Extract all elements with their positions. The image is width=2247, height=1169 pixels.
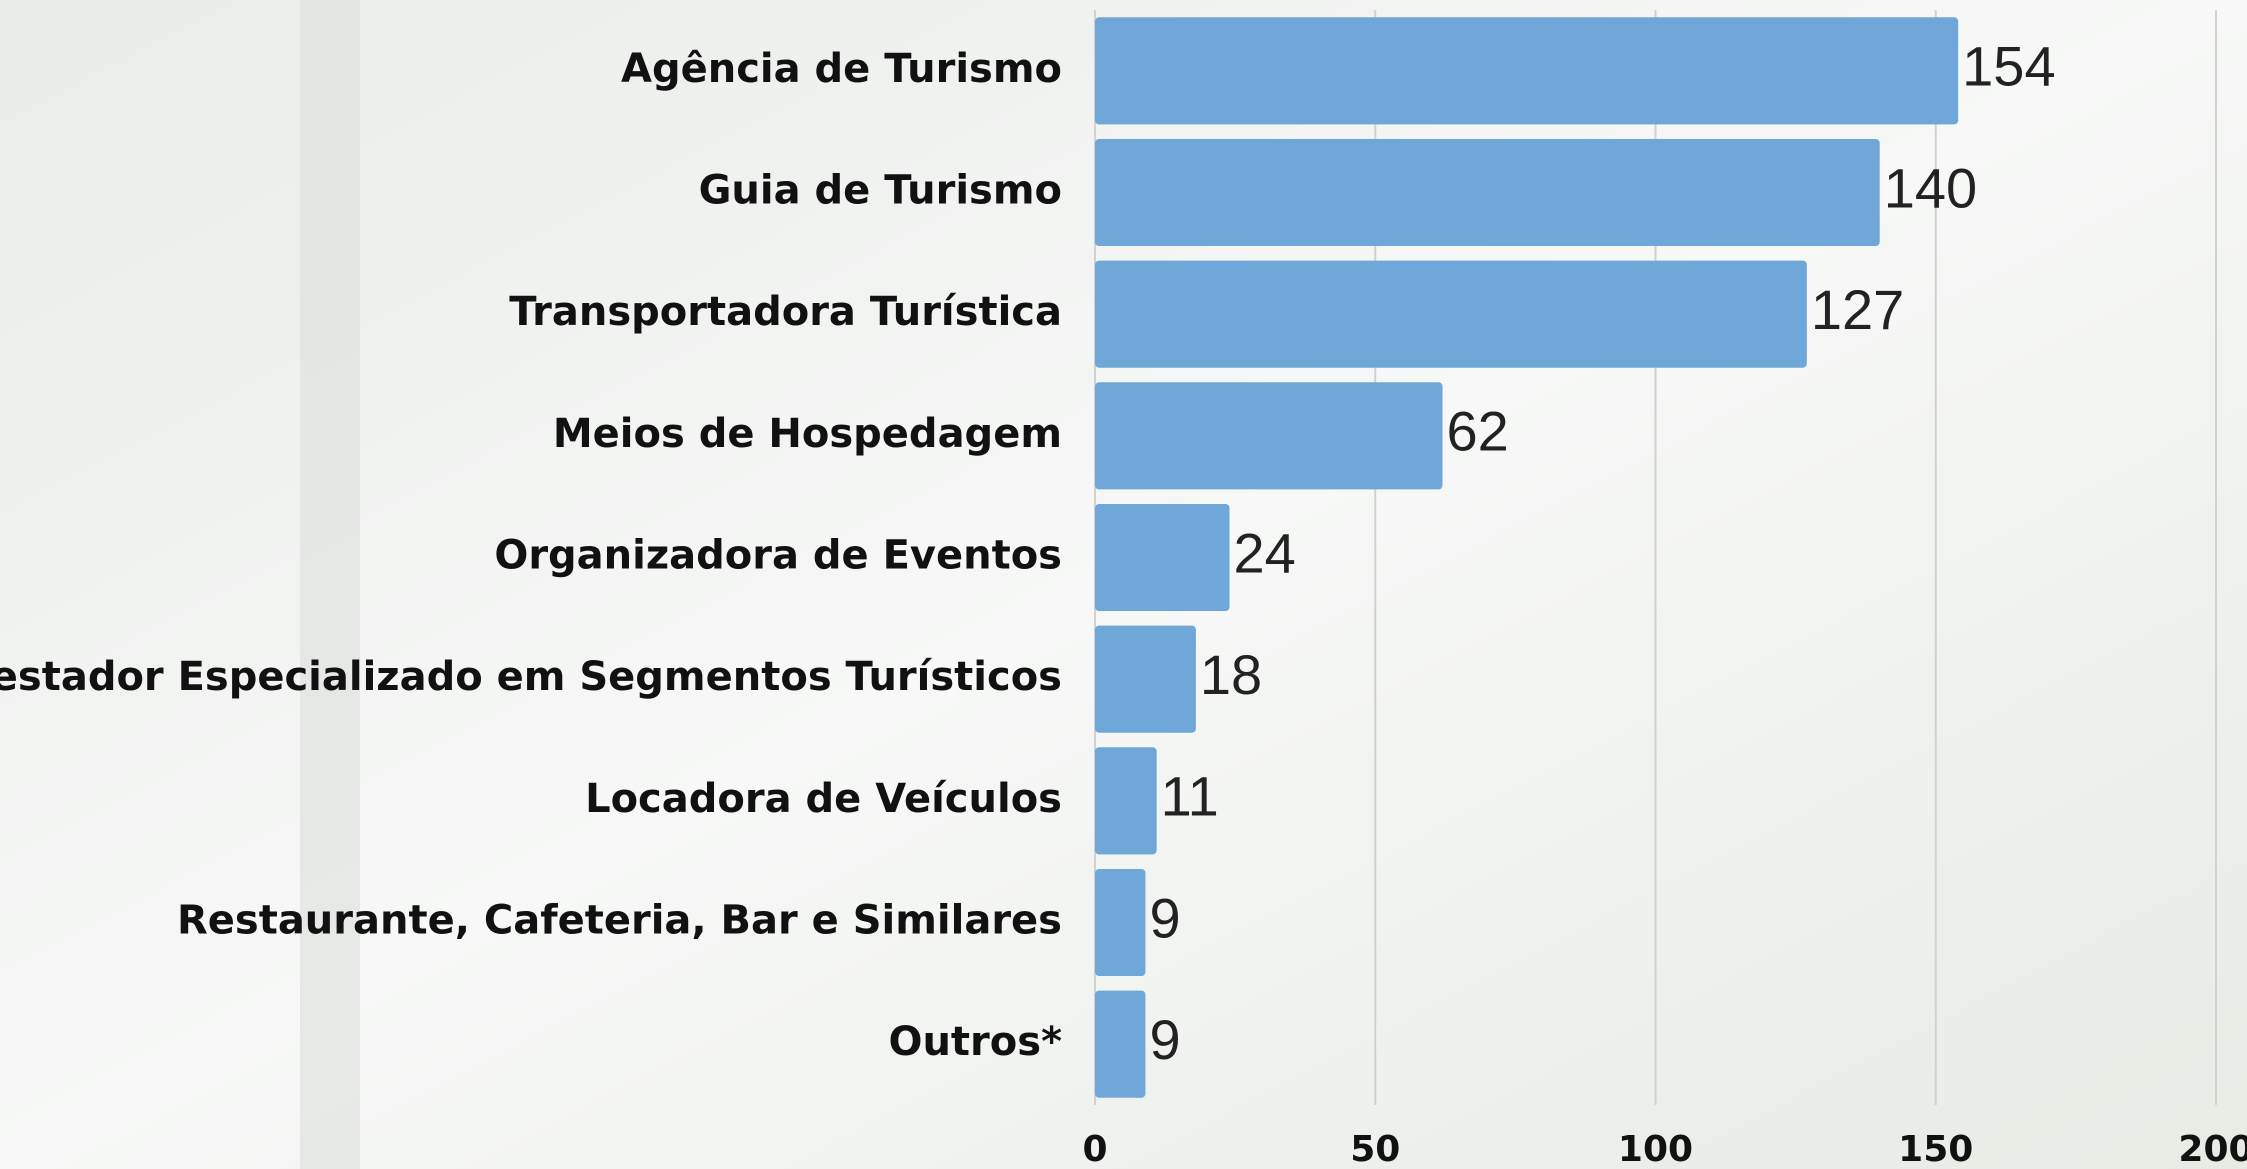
value-label: 9 bbox=[1149, 886, 1180, 949]
value-label: 127 bbox=[1811, 278, 1904, 341]
bar bbox=[1095, 991, 1145, 1098]
y-tick-label: Organizadora de Eventos bbox=[494, 533, 1062, 579]
x-tick-label: 150 bbox=[1898, 1129, 1973, 1169]
y-tick-label: Guia de Turismo bbox=[699, 168, 1062, 214]
value-label: 9 bbox=[1149, 1008, 1180, 1071]
bar bbox=[1095, 504, 1230, 611]
background-trunk bbox=[300, 0, 360, 1169]
x-tick-label: 100 bbox=[1618, 1129, 1693, 1169]
y-tick-label: Prestador Especializado em Segmentos Tur… bbox=[0, 654, 1062, 700]
x-tick-label: 200 bbox=[2178, 1129, 2247, 1169]
bar bbox=[1095, 382, 1443, 489]
x-tick-label: 0 bbox=[1082, 1129, 1107, 1169]
bar bbox=[1095, 747, 1157, 854]
chart: 0 50 100 150 200 Agência de Turismo 154 Guia de… bbox=[0, 0, 2247, 1169]
bar bbox=[1095, 139, 1880, 246]
y-tick-label: Agência de Turismo bbox=[621, 46, 1062, 92]
y-tick-label: Restaurante, Cafeteria, Bar e Similares bbox=[177, 898, 1062, 944]
bar bbox=[1095, 869, 1145, 976]
value-label: 24 bbox=[1234, 521, 1296, 584]
bar bbox=[1095, 626, 1196, 733]
value-label: 18 bbox=[1200, 643, 1262, 706]
y-tick-label: Meios de Hospedagem bbox=[553, 411, 1062, 457]
value-label: 154 bbox=[1962, 35, 2055, 98]
bar bbox=[1095, 261, 1807, 368]
page: 0 50 100 150 200 Agência de Turismo 154 Guia de… bbox=[0, 0, 2247, 1169]
y-tick-label: Transportadora Turística bbox=[509, 289, 1062, 335]
y-tick-label: Locadora de Veículos bbox=[585, 776, 1062, 822]
value-label: 62 bbox=[1447, 400, 1509, 463]
y-tick-label: Outros* bbox=[888, 1019, 1062, 1065]
value-label: 140 bbox=[1884, 156, 1977, 219]
value-label: 11 bbox=[1161, 765, 1219, 828]
x-tick-label: 50 bbox=[1350, 1129, 1400, 1169]
bar bbox=[1095, 17, 1958, 124]
